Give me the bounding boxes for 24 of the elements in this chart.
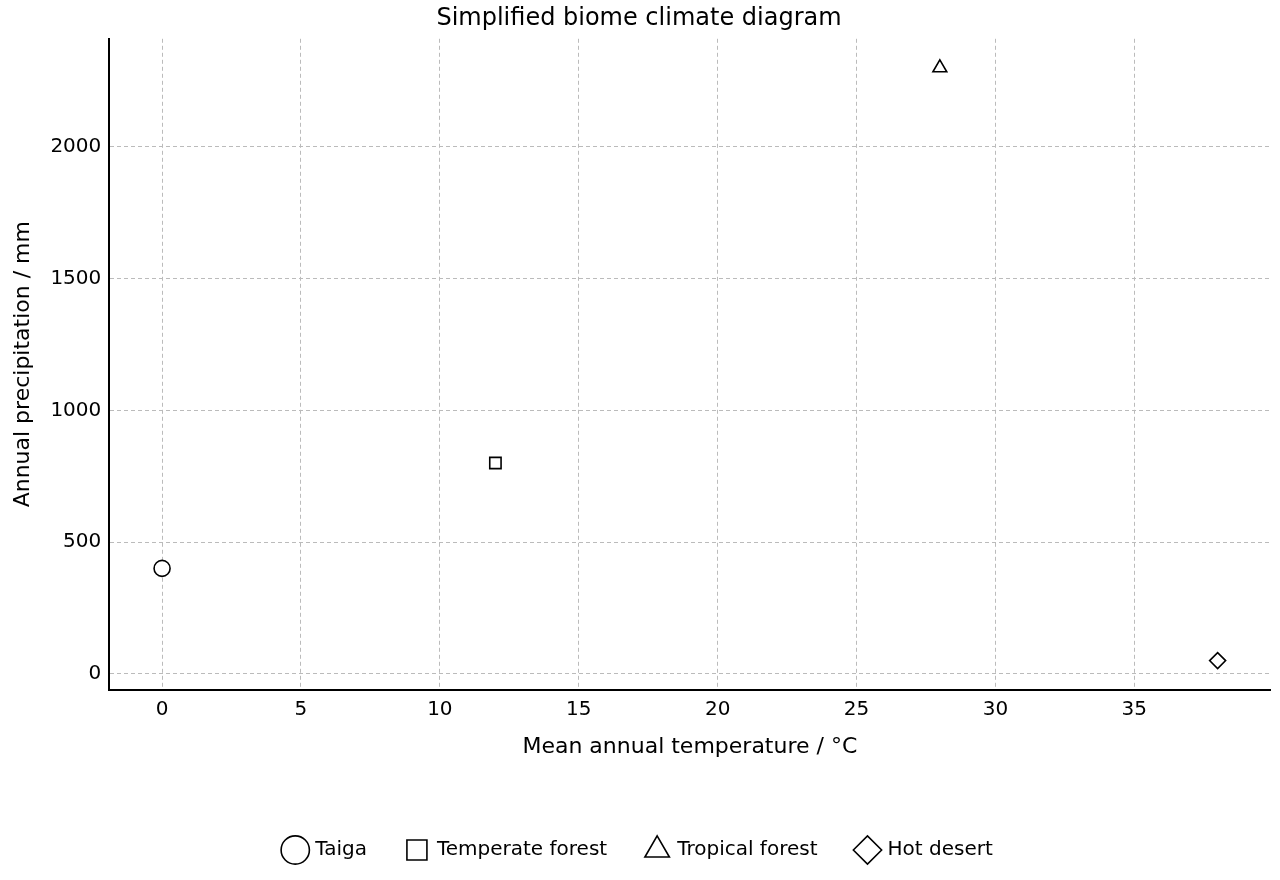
y-tick-label: 500	[63, 528, 102, 553]
legend-label: Taiga	[314, 836, 367, 861]
x-tick-label: 0	[155, 695, 169, 720]
x-tick-label: 10	[427, 695, 453, 720]
y-tick-label: 0	[88, 659, 102, 684]
x-axis-title: Mean annual temperature / °C	[522, 732, 858, 758]
x-tick-label: 15	[566, 695, 592, 720]
y-tick-label: 1000	[50, 396, 102, 421]
x-tick-label: 30	[982, 695, 1009, 720]
x-tick-label: 35	[1121, 695, 1148, 720]
y-axis-title: Annual precipitation / mm	[8, 221, 34, 508]
x-tick-label: 5	[294, 695, 308, 720]
legend-label: Temperate forest	[435, 836, 608, 861]
y-tick-label: 2000	[50, 133, 102, 158]
point	[932, 58, 948, 73]
legend-label: Tropical forest	[676, 836, 818, 861]
x-tick-label: 20	[704, 695, 731, 720]
point	[488, 456, 502, 470]
point	[153, 559, 171, 578]
y-tick-label: 1500	[50, 264, 102, 289]
point	[1208, 651, 1227, 670]
x-tick-label: 25	[843, 695, 870, 720]
legend-label: Hot desert	[887, 836, 993, 861]
chart-title: Simplified biome climate diagram	[436, 2, 842, 31]
